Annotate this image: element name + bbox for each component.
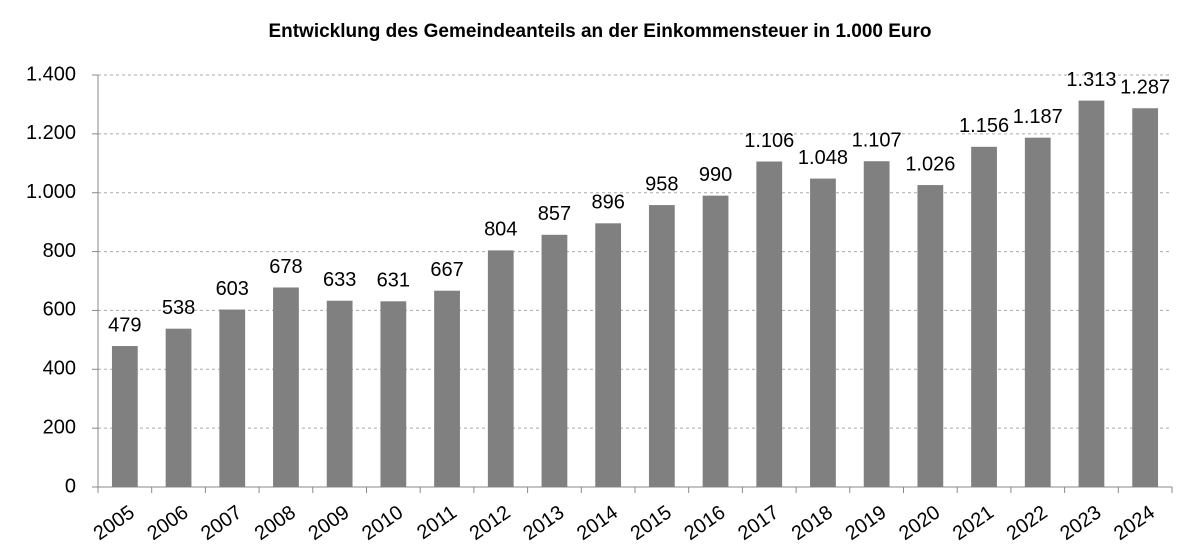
data-label: 479 (108, 314, 141, 336)
x-tick-label: 2006 (143, 501, 192, 545)
bar (111, 346, 138, 487)
x-tick-label: 2017 (734, 501, 783, 545)
bar (1132, 108, 1159, 488)
data-label: 804 (484, 219, 517, 241)
x-tick-label: 2013 (519, 501, 568, 545)
data-label: 1.313 (1066, 69, 1116, 91)
data-label: 631 (377, 270, 410, 292)
data-label: 1.106 (744, 130, 794, 152)
bar (487, 250, 514, 487)
x-tick-label: 2012 (466, 501, 515, 545)
x-tick-label: 2019 (841, 501, 890, 545)
bar (595, 223, 622, 487)
data-label: 603 (216, 278, 249, 300)
y-tick-label: 200 (43, 416, 76, 438)
y-tick-label: 1.000 (26, 181, 76, 203)
bar (810, 178, 836, 488)
chart-title: Entwicklung des Gemeindeanteils an der E… (268, 21, 931, 42)
data-label: 538 (162, 297, 195, 319)
bar (165, 328, 192, 487)
x-tick-label: 2024 (1110, 501, 1159, 545)
data-label: 1.156 (959, 115, 1009, 137)
data-label: 1.107 (852, 130, 902, 152)
y-tick-label: 600 (43, 299, 76, 321)
bar (273, 287, 299, 487)
bar (434, 290, 460, 487)
data-label: 1.287 (1120, 77, 1170, 99)
bar (971, 146, 997, 487)
x-tick-label: 2021 (949, 501, 998, 545)
data-label: 896 (591, 192, 624, 214)
bar (863, 161, 890, 487)
bar (702, 195, 729, 487)
bar (1024, 137, 1051, 487)
data-label: 1.026 (905, 153, 955, 175)
bar (219, 309, 246, 487)
x-tick-label: 2023 (1056, 501, 1105, 545)
x-tick-label: 2005 (90, 501, 139, 545)
x-tick-label: 2022 (1003, 501, 1052, 545)
data-label: 857 (538, 203, 571, 225)
y-tick-label: 800 (43, 240, 76, 262)
bar (380, 301, 407, 487)
x-tick-label: 2020 (895, 501, 944, 545)
bar (326, 300, 353, 487)
bar (756, 161, 783, 487)
y-tick-label: 400 (43, 358, 76, 380)
bar (917, 185, 944, 487)
x-tick-label: 2007 (197, 501, 246, 545)
x-tick-label: 2010 (358, 501, 407, 545)
x-tick-label: 2011 (413, 501, 461, 544)
x-tick-label: 2008 (251, 501, 300, 545)
x-tick-label: 2014 (573, 501, 622, 545)
data-label: 633 (323, 269, 356, 291)
data-label: 1.187 (1013, 106, 1063, 128)
bar (1078, 100, 1105, 488)
data-label: 1.048 (798, 147, 848, 169)
y-tick-label: 1.400 (26, 63, 76, 85)
x-tick-label: 2018 (788, 501, 837, 545)
y-tick-label: 0 (65, 475, 76, 497)
data-label: 678 (269, 256, 302, 278)
bar (541, 234, 568, 487)
bar (648, 205, 675, 487)
x-tick-label: 2015 (627, 501, 676, 545)
x-tick-label: 2009 (304, 501, 353, 545)
data-label: 958 (645, 173, 678, 195)
data-label: 990 (699, 164, 732, 186)
y-tick-label: 1.200 (26, 122, 76, 144)
x-tick-label: 2016 (680, 501, 729, 545)
data-label: 667 (430, 259, 463, 281)
